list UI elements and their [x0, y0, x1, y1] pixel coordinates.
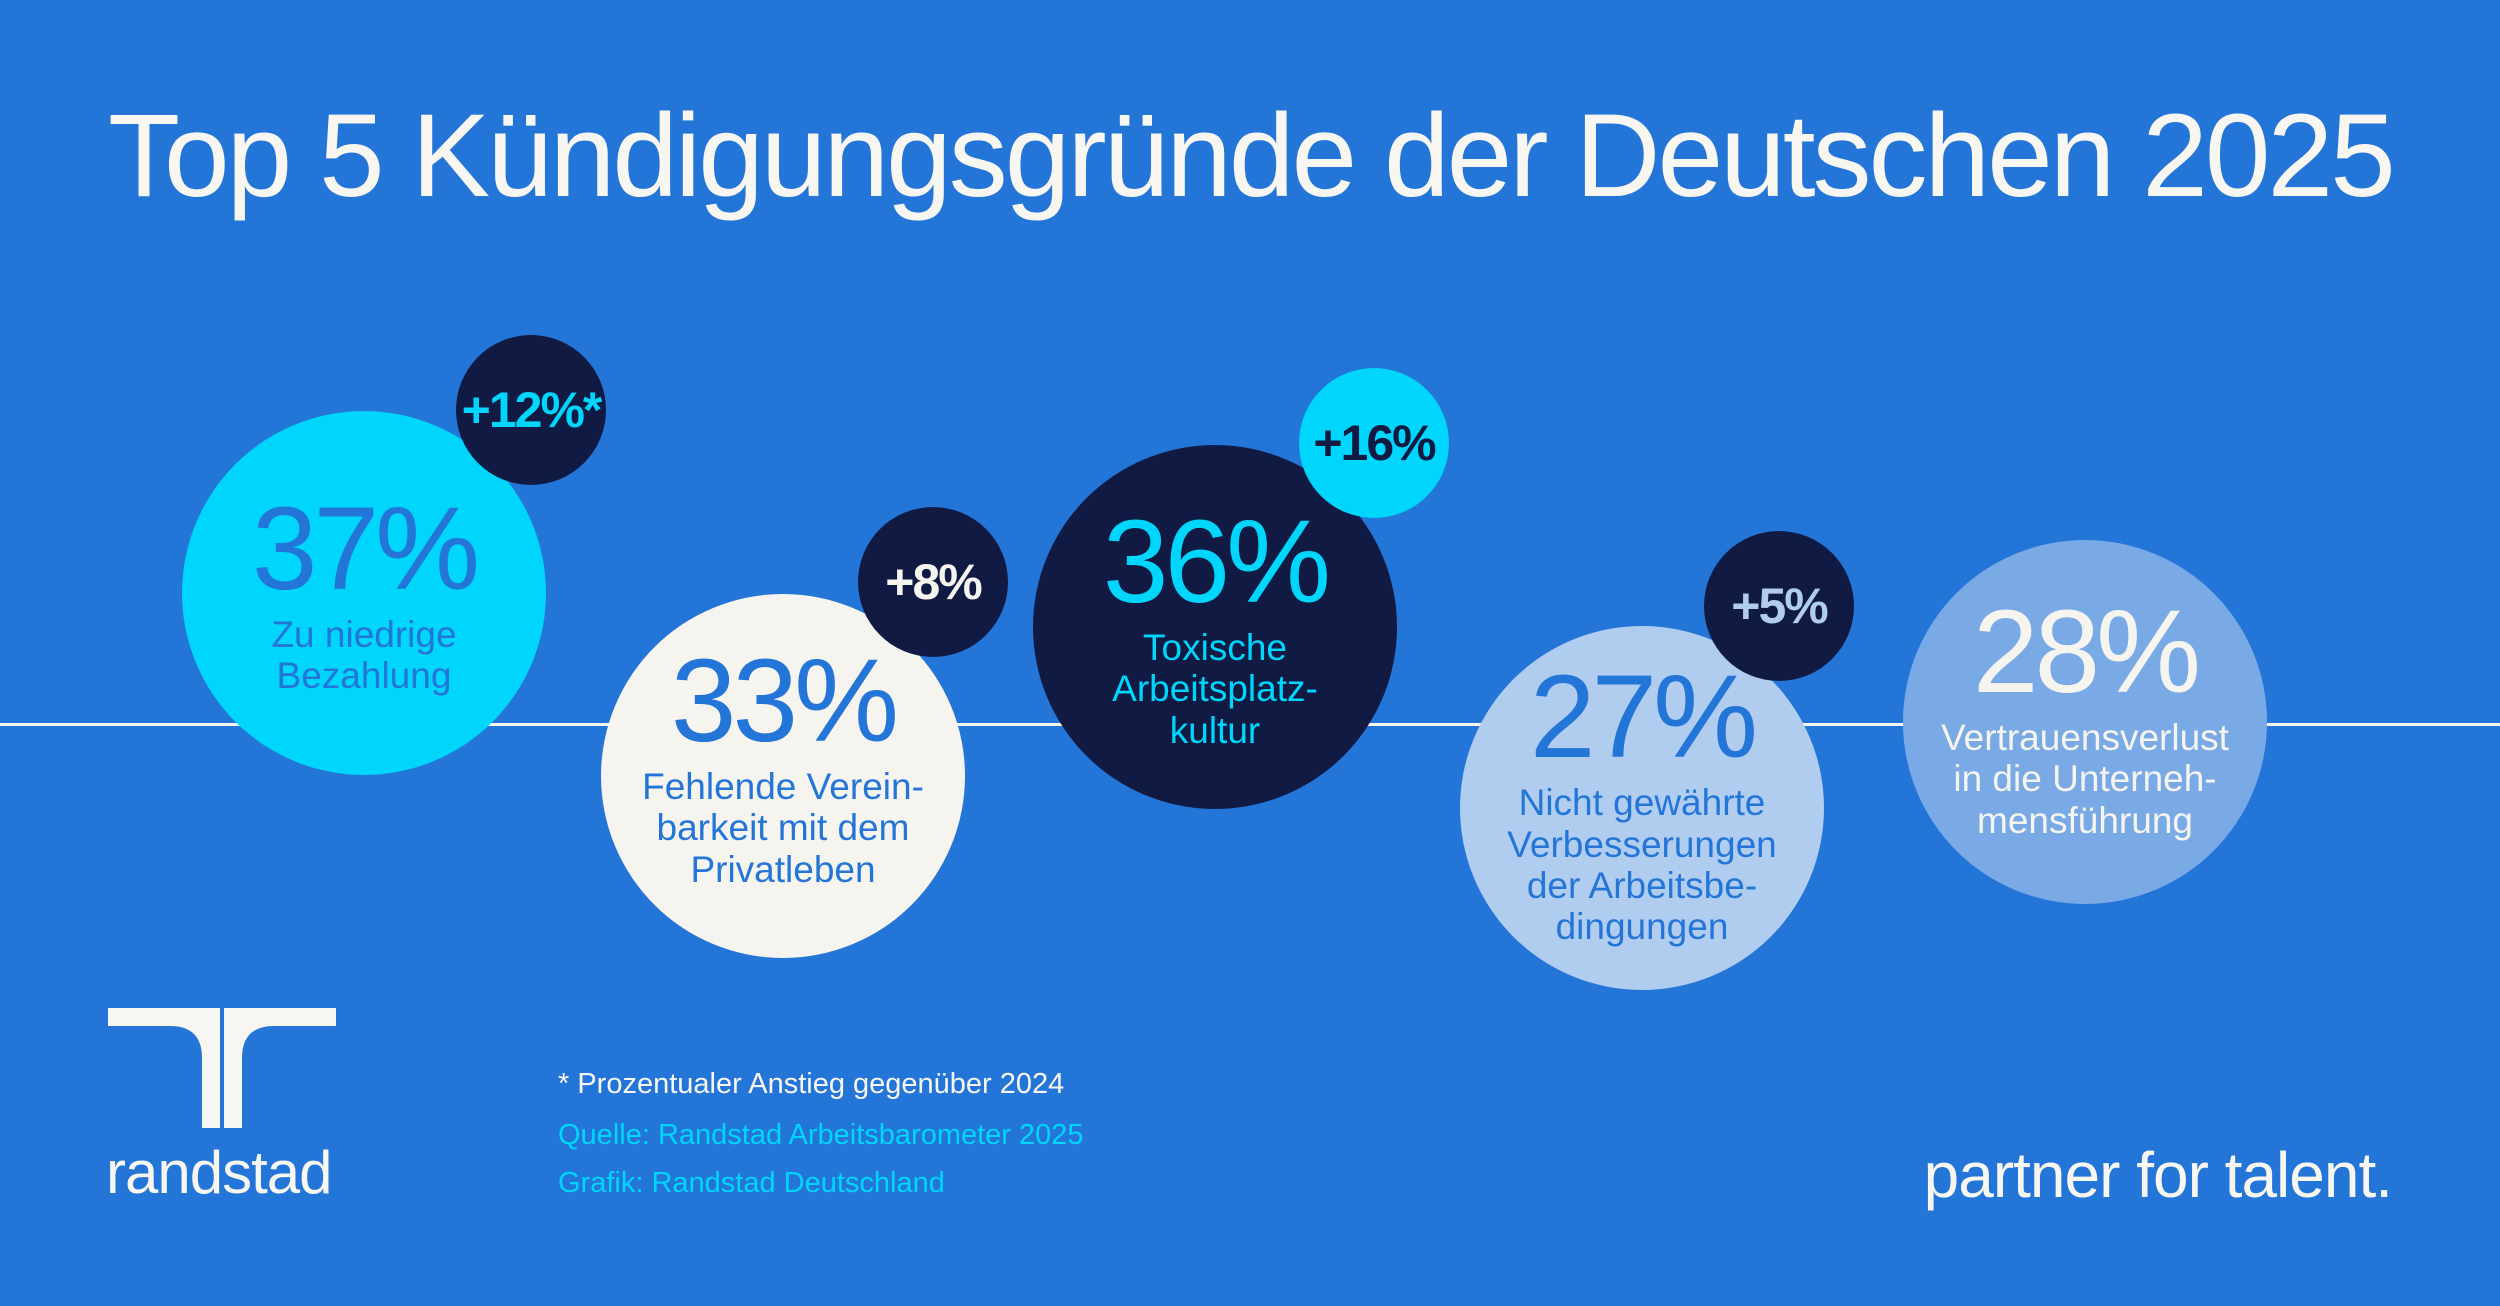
reason-value: 28% [1972, 585, 2201, 718]
change-badge: +8% [858, 507, 1008, 657]
reason-bubble-worklife: 33% Fehlende Verein- barkeit mit dem Pri… [601, 594, 965, 958]
footnote: * Prozentualer Anstieg gegenüber 2024 [558, 1068, 1065, 1100]
reason-label: Vertrauensverlust in die Unterneh- mensf… [1941, 716, 2229, 841]
change-badge: +12%* [456, 335, 606, 485]
reason-label: Fehlende Verein- barkeit mit dem Privatl… [642, 765, 924, 890]
reason-value: 37% [251, 482, 480, 615]
reason-bubble-pay: 37% Zu niedrige Bezahlung [182, 411, 546, 775]
change-badge: +16% [1299, 368, 1449, 518]
change-badge: +5% [1704, 531, 1854, 681]
brand-tagline: partner for talent. [1923, 1139, 2393, 1211]
reason-label: Nicht gewährte Verbesserungen der Arbeit… [1507, 782, 1777, 948]
reason-value: 36% [1102, 495, 1331, 628]
page-title: Top 5 Kündigungsgründe der Deutschen 202… [108, 90, 2396, 222]
reason-bubble-conditions: 27% Nicht gewährte Verbesserungen der Ar… [1460, 626, 1824, 990]
reason-value: 33% [670, 634, 899, 767]
credit-note: Grafik: Randstad Deutschland [558, 1167, 945, 1199]
reason-bubble-trust: 28% Vertrauensverlust in die Unterneh- m… [1903, 540, 2267, 904]
brand-logo-text: randstad [106, 1139, 332, 1206]
reason-bubble-toxic-culture: 36% Toxische Arbeitsplatz- kultur [1033, 445, 1397, 809]
randstad-logo-icon [108, 1008, 336, 1128]
reason-value: 27% [1529, 651, 1758, 784]
reason-label: Toxische Arbeitsplatz- kultur [1112, 626, 1318, 751]
source-note: Quelle: Randstad Arbeitsbarometer 2025 [558, 1119, 1084, 1151]
reason-label: Zu niedrige Bezahlung [271, 613, 457, 696]
